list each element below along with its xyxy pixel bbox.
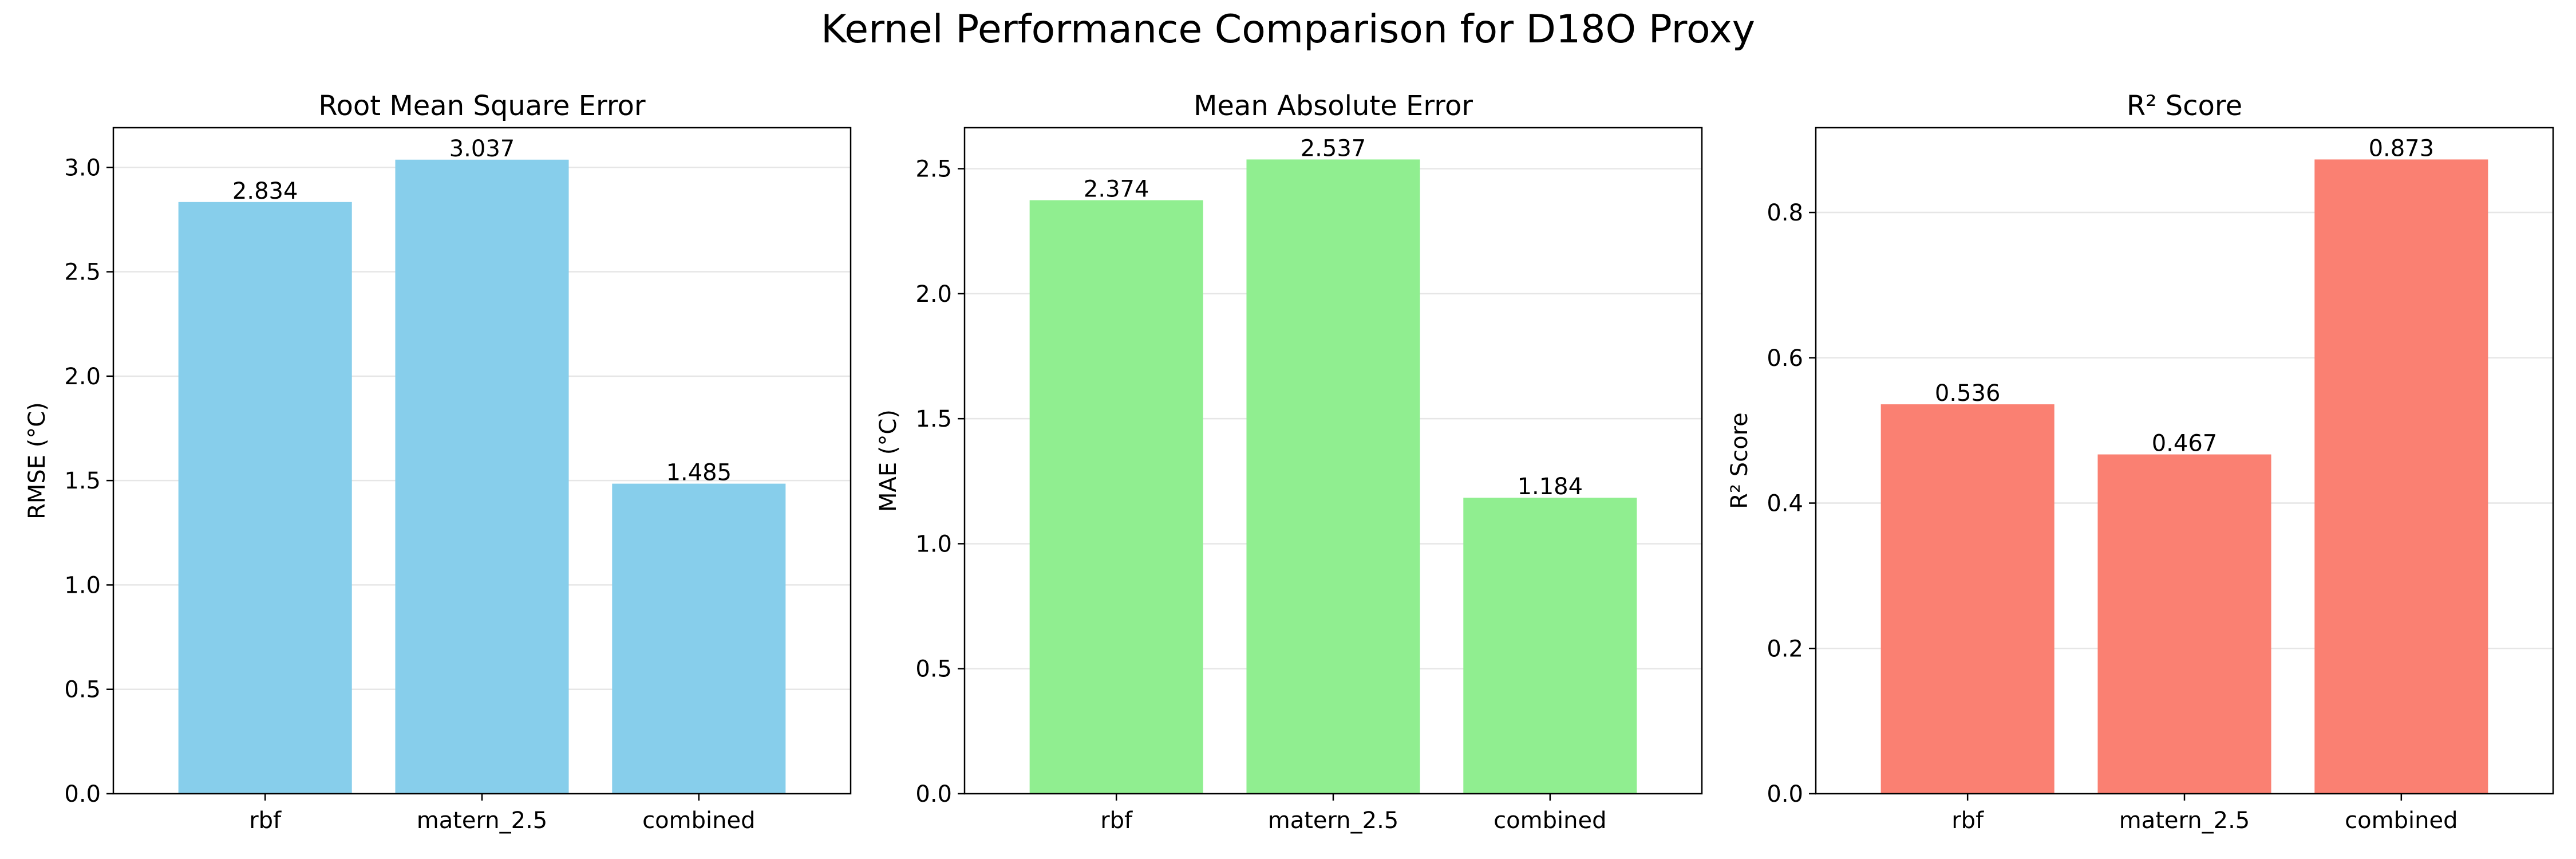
bar-matern_2.5 [1246,159,1420,794]
y-tick-label: 0.5 [915,656,952,683]
chart-panel-1: 2.834 rbf 3.037 matern_2.5 1.485 combined 0.0 0… [24,90,852,834]
bar-rbf [1029,200,1203,794]
y-tick-label: 0.0 [64,781,101,807]
chart-panel-3: 0.536 rbf 0.467 matern_2.5 0.873 combined 0.0 0… [1726,90,2554,834]
x-tick-label: matern_2.5 [1268,807,1398,834]
bar-value-label: 1.184 [1518,474,1583,500]
bar-value-label: 2.834 [232,178,298,204]
y-axis-label: RMSE (°C) [24,402,50,519]
y-tick-label: 2.5 [915,156,952,183]
y-tick-label: 0.5 [64,677,101,703]
y-axis-label: MAE (°C) [875,409,902,512]
bar-value-label: 1.485 [666,460,732,486]
x-tick-label: combined [642,807,755,834]
y-tick-label: 1.5 [915,406,952,432]
x-tick-label: rbf [249,807,282,834]
bar-combined [2314,159,2488,794]
x-tick-label: rbf [1100,807,1133,834]
bar-value-label: 0.467 [2152,431,2218,457]
y-tick-label: 2.0 [915,281,952,308]
figure-suptitle: Kernel Performance Comparison for D18O P… [821,7,1755,52]
y-tick-label: 0.6 [1767,345,1803,372]
bar-rbf [1880,404,2055,794]
bar-matern_2.5 [2097,454,2271,794]
y-tick-label: 3.0 [64,155,101,181]
bar-combined [612,483,786,794]
y-tick-label: 0.0 [915,781,952,807]
bar-value-label: 2.537 [1301,135,1366,161]
y-tick-label: 1.0 [64,572,101,598]
axes-frame [112,127,852,795]
x-tick-label: combined [1494,807,1606,834]
bar-rbf [178,202,352,794]
bar-combined [1463,498,1637,794]
x-tick-label: matern_2.5 [417,807,547,834]
bar-value-label: 0.873 [2369,135,2435,161]
axes-frame [963,127,1703,795]
x-tick-label: combined [2345,807,2458,834]
bar-value-label: 0.536 [1935,380,2001,407]
y-tick-label: 0.8 [1767,200,1803,226]
chart-title: R² Score [2127,90,2242,122]
x-tick-label: rbf [1951,807,1984,834]
y-tick-label: 0.0 [1767,781,1803,807]
chart-title: Mean Absolute Error [1194,90,1473,122]
chart-title: Root Mean Square Error [318,90,646,122]
y-tick-label: 1.0 [915,531,952,557]
axes-frame [1815,127,2554,795]
y-axis-label: R² Score [1726,412,1753,509]
chart-panel-2: 2.374 rbf 2.537 matern_2.5 1.184 combined 0.0 0… [875,90,1703,834]
bar-value-label: 2.374 [1084,176,1149,203]
y-tick-label: 2.5 [64,259,101,286]
y-tick-label: 2.0 [64,364,101,390]
y-tick-label: 0.4 [1767,491,1803,517]
panels: 2.834rbf3.037matern_2.51.485combined0.00… [24,90,2554,834]
bar-value-label: 3.037 [449,136,515,162]
y-tick-label: 0.2 [1767,636,1803,662]
bar-matern_2.5 [395,159,569,794]
x-tick-label: matern_2.5 [2119,807,2250,834]
y-tick-label: 1.5 [64,468,101,494]
